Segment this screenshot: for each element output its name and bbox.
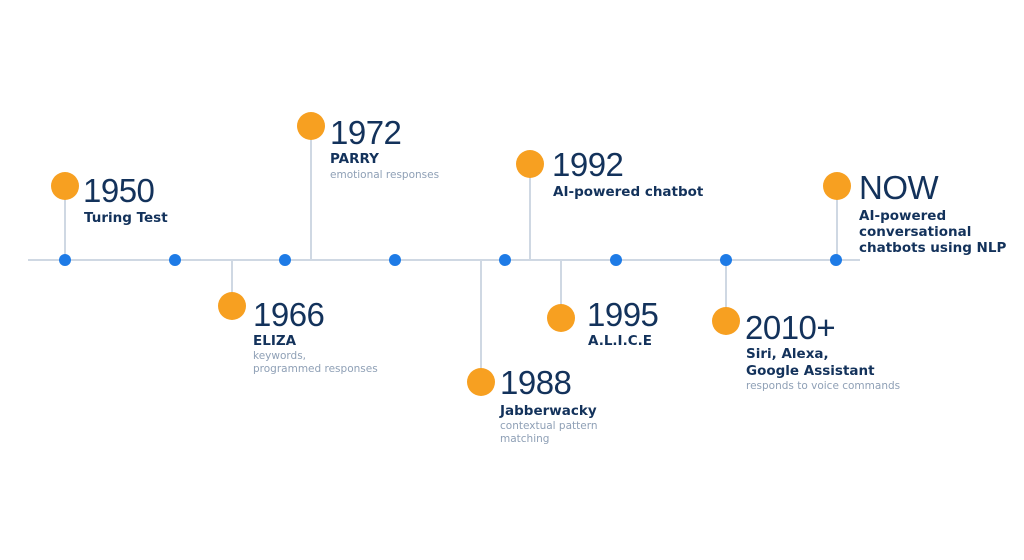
event-name: PARRY	[330, 151, 379, 167]
marker-2010	[712, 307, 740, 335]
event-name: A.L.I.C.E	[588, 333, 652, 349]
event-year: 2010+	[745, 309, 836, 346]
event-desc: emotional responses	[330, 169, 440, 181]
event-line-0: keywords,	[253, 350, 306, 362]
event-year: 1988	[500, 364, 572, 401]
event-line-1: Google Assistant	[746, 363, 875, 379]
axis-dot	[389, 254, 401, 266]
event-year: 1950	[83, 172, 155, 209]
axis-dot	[59, 254, 71, 266]
event-year: NOW	[859, 169, 939, 206]
event-year: 1995	[587, 296, 659, 333]
axis-dot	[499, 254, 511, 266]
marker-1972	[297, 112, 325, 140]
marker-1950	[51, 172, 79, 200]
event-line-1: conversational	[859, 224, 972, 240]
axis-dot	[169, 254, 181, 266]
event-name: Jabberwacky	[500, 403, 597, 419]
axis-dots	[59, 254, 842, 266]
axis-dot	[610, 254, 622, 266]
event-line-0: AI-powered	[859, 208, 947, 224]
axis-dot	[720, 254, 732, 266]
event-line-0: Siri, Alexa,	[746, 346, 829, 362]
event-desc: responds to voice commands	[746, 380, 901, 392]
marker-1995	[547, 304, 575, 332]
event-year: 1966	[253, 296, 325, 333]
axis-dot	[830, 254, 842, 266]
event-line-1: matching	[500, 433, 550, 445]
event-year: 1972	[330, 114, 402, 151]
marker-now	[823, 172, 851, 200]
marker-1992	[516, 150, 544, 178]
event-line-1: programmed responses	[253, 363, 378, 375]
event-name: AI-powered chatbot	[553, 184, 704, 200]
marker-1966	[218, 292, 246, 320]
event-name: ELIZA	[253, 333, 297, 349]
event-year: 1992	[552, 146, 624, 183]
event-line-2: chatbots using NLP	[859, 240, 1007, 256]
milestone-markers	[51, 112, 851, 396]
event-line-0: contextual pattern	[500, 420, 598, 432]
connectors	[64, 126, 838, 382]
event-name: Turing Test	[84, 210, 168, 226]
axis-dot	[279, 254, 291, 266]
marker-1988	[467, 368, 495, 396]
